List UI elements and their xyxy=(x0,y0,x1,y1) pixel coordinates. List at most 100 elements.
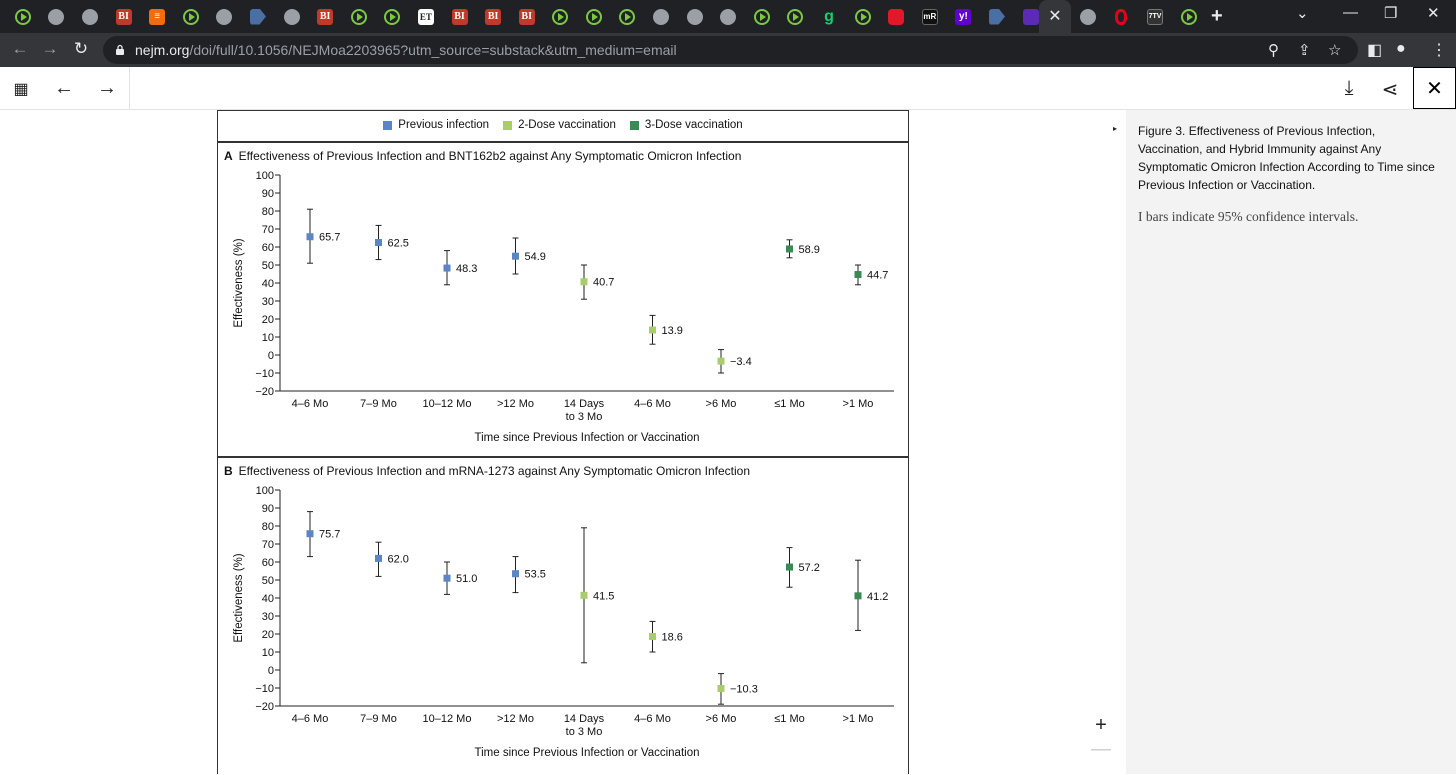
tab-play-icon[interactable] xyxy=(611,0,645,33)
zoom-out-button[interactable]: — xyxy=(1091,738,1111,760)
data-label: 41.2 xyxy=(867,591,888,603)
tab-bi-icon[interactable]: BI xyxy=(476,0,510,33)
tab-globe-icon[interactable] xyxy=(1071,0,1105,33)
tab-globe-icon[interactable] xyxy=(73,0,107,33)
x-tick-label: to 3 Mo xyxy=(566,726,603,738)
y-tick-label: 60 xyxy=(262,242,274,254)
tab-play-icon[interactable] xyxy=(779,0,813,33)
tab-mr-icon[interactable]: mR xyxy=(913,0,947,33)
tab-play-icon[interactable] xyxy=(577,0,611,33)
tab-purple-icon[interactable] xyxy=(1014,0,1048,33)
previous-figure-icon[interactable]: ← xyxy=(54,77,74,99)
tab-play-icon[interactable] xyxy=(745,0,779,33)
share-icon[interactable]: ⇪ xyxy=(1298,42,1311,59)
x-tick-label: 7–9 Mo xyxy=(360,713,397,725)
tab-bi-icon[interactable]: BI xyxy=(107,0,141,33)
bookmark-star-icon[interactable]: ☆ xyxy=(1328,42,1342,59)
tab-bars-icon[interactable]: ≡ xyxy=(140,0,174,33)
data-point xyxy=(512,252,519,260)
x-tick-label: >12 Mo xyxy=(497,398,534,410)
caption-toggle-icon[interactable]: ▸ xyxy=(1112,124,1117,133)
tab-globe-icon[interactable] xyxy=(208,0,242,33)
x-tick-label: 14 Days xyxy=(564,398,605,410)
data-label: 51.0 xyxy=(456,573,477,585)
restore-icon[interactable]: ❐ xyxy=(1384,5,1398,22)
download-icon[interactable]: ⤓ xyxy=(1344,77,1354,99)
tab-play-icon[interactable] xyxy=(846,0,880,33)
minimize-icon[interactable]: — xyxy=(1343,4,1358,21)
data-label: 58.9 xyxy=(799,244,820,256)
tab-y-icon[interactable]: y! xyxy=(947,0,981,33)
tab-7tv-icon[interactable]: 7TV xyxy=(1138,0,1172,33)
figure-caption-title: Figure 3. Effectiveness of Previous Infe… xyxy=(1138,124,1435,192)
data-label: 62.0 xyxy=(388,553,409,565)
tab-search-chevron-icon[interactable]: ⌄ xyxy=(1296,5,1309,22)
tab-globe-icon[interactable] xyxy=(644,0,678,33)
y-tick-label: 90 xyxy=(262,503,274,515)
tab-play-icon[interactable] xyxy=(376,0,410,33)
data-point xyxy=(580,278,588,286)
data-label: 18.6 xyxy=(662,632,683,644)
reload-icon[interactable]: ↻ xyxy=(73,39,89,58)
x-tick-label: 7–9 Mo xyxy=(360,398,397,410)
tab-globe-icon[interactable] xyxy=(678,0,712,33)
tab-play-icon[interactable] xyxy=(342,0,376,33)
close-viewer-button[interactable]: ✕ xyxy=(1413,67,1456,109)
tab-globe-icon[interactable] xyxy=(40,0,74,33)
window-close-icon[interactable]: ✕ xyxy=(1427,5,1440,22)
menu-kebab-icon[interactable]: ⋮ xyxy=(1431,42,1447,59)
legend-item: Previous infection xyxy=(383,119,489,131)
caption-pane: Figure 3. Effectiveness of Previous Infe… xyxy=(1126,110,1456,774)
tab-arrow-icon[interactable] xyxy=(241,0,275,33)
data-point xyxy=(717,357,725,365)
share-network-icon[interactable]: ⋖ xyxy=(1381,79,1399,101)
y-axis-label: Effectiveness (%) xyxy=(233,238,245,327)
tab-globe-icon[interactable] xyxy=(711,0,745,33)
zoom-in-button[interactable]: + xyxy=(1095,714,1107,736)
forward-arrow-icon[interactable]: → xyxy=(41,39,59,58)
x-tick-label: 4–6 Mo xyxy=(292,398,329,410)
tab-play-icon[interactable] xyxy=(6,0,40,33)
legend-item: 2-Dose vaccination xyxy=(503,119,616,131)
back-arrow-icon[interactable]: ← xyxy=(11,39,29,58)
y-tick-label: 100 xyxy=(256,485,274,497)
tab-play-icon[interactable] xyxy=(544,0,578,33)
next-figure-icon[interactable]: → xyxy=(97,77,117,99)
x-tick-label: 4–6 Mo xyxy=(292,713,329,725)
y-tick-label: 70 xyxy=(262,224,274,236)
tab-play-icon[interactable] xyxy=(1172,0,1206,33)
tab-bi-icon[interactable]: BI xyxy=(510,0,544,33)
address-bar[interactable]: nejm.org/doi/full/10.1056/NEJMoa2203965?… xyxy=(103,36,1358,64)
tab-et-icon[interactable]: ET xyxy=(409,0,443,33)
data-point xyxy=(786,563,793,571)
y-tick-label: 40 xyxy=(262,593,274,605)
tab-arrow-icon[interactable] xyxy=(980,0,1014,33)
x-tick-label: 14 Days xyxy=(564,713,605,725)
y-tick-label: 100 xyxy=(256,170,274,182)
x-tick-label: ≤1 Mo xyxy=(774,398,805,410)
profile-avatar-icon[interactable]: ● xyxy=(1396,40,1406,57)
tab-bi-icon[interactable]: BI xyxy=(308,0,342,33)
data-label: 44.7 xyxy=(867,270,888,282)
data-point xyxy=(649,633,656,641)
tab-play-icon[interactable] xyxy=(174,0,208,33)
data-point xyxy=(443,574,451,582)
tab-red-icon[interactable] xyxy=(879,0,913,33)
data-label: 54.9 xyxy=(525,251,546,263)
y-tick-label: 60 xyxy=(262,557,274,569)
grid-view-icon[interactable]: ▦ xyxy=(13,81,29,98)
zoom-icon[interactable]: ⚲ xyxy=(1268,42,1279,59)
data-point xyxy=(786,245,793,253)
active-tab[interactable] xyxy=(1039,0,1071,33)
new-tab-button[interactable]: + xyxy=(1211,5,1223,27)
side-panel-icon[interactable]: ◧ xyxy=(1367,42,1383,59)
url-text: nejm.org/doi/full/10.1056/NEJMoa2203965?… xyxy=(135,42,677,58)
data-label: 41.5 xyxy=(593,590,614,602)
tab-globe-icon[interactable] xyxy=(275,0,309,33)
figure-legend: Previous infection 2-Dose vaccination 3-Do… xyxy=(218,119,908,131)
y-tick-label: 10 xyxy=(262,647,274,659)
tab-bi-icon[interactable]: BI xyxy=(443,0,477,33)
close-tab-icon[interactable]: ✕ xyxy=(1048,8,1062,25)
tab-o-icon[interactable] xyxy=(1105,0,1139,33)
tab-g-icon[interactable]: g xyxy=(824,7,834,25)
